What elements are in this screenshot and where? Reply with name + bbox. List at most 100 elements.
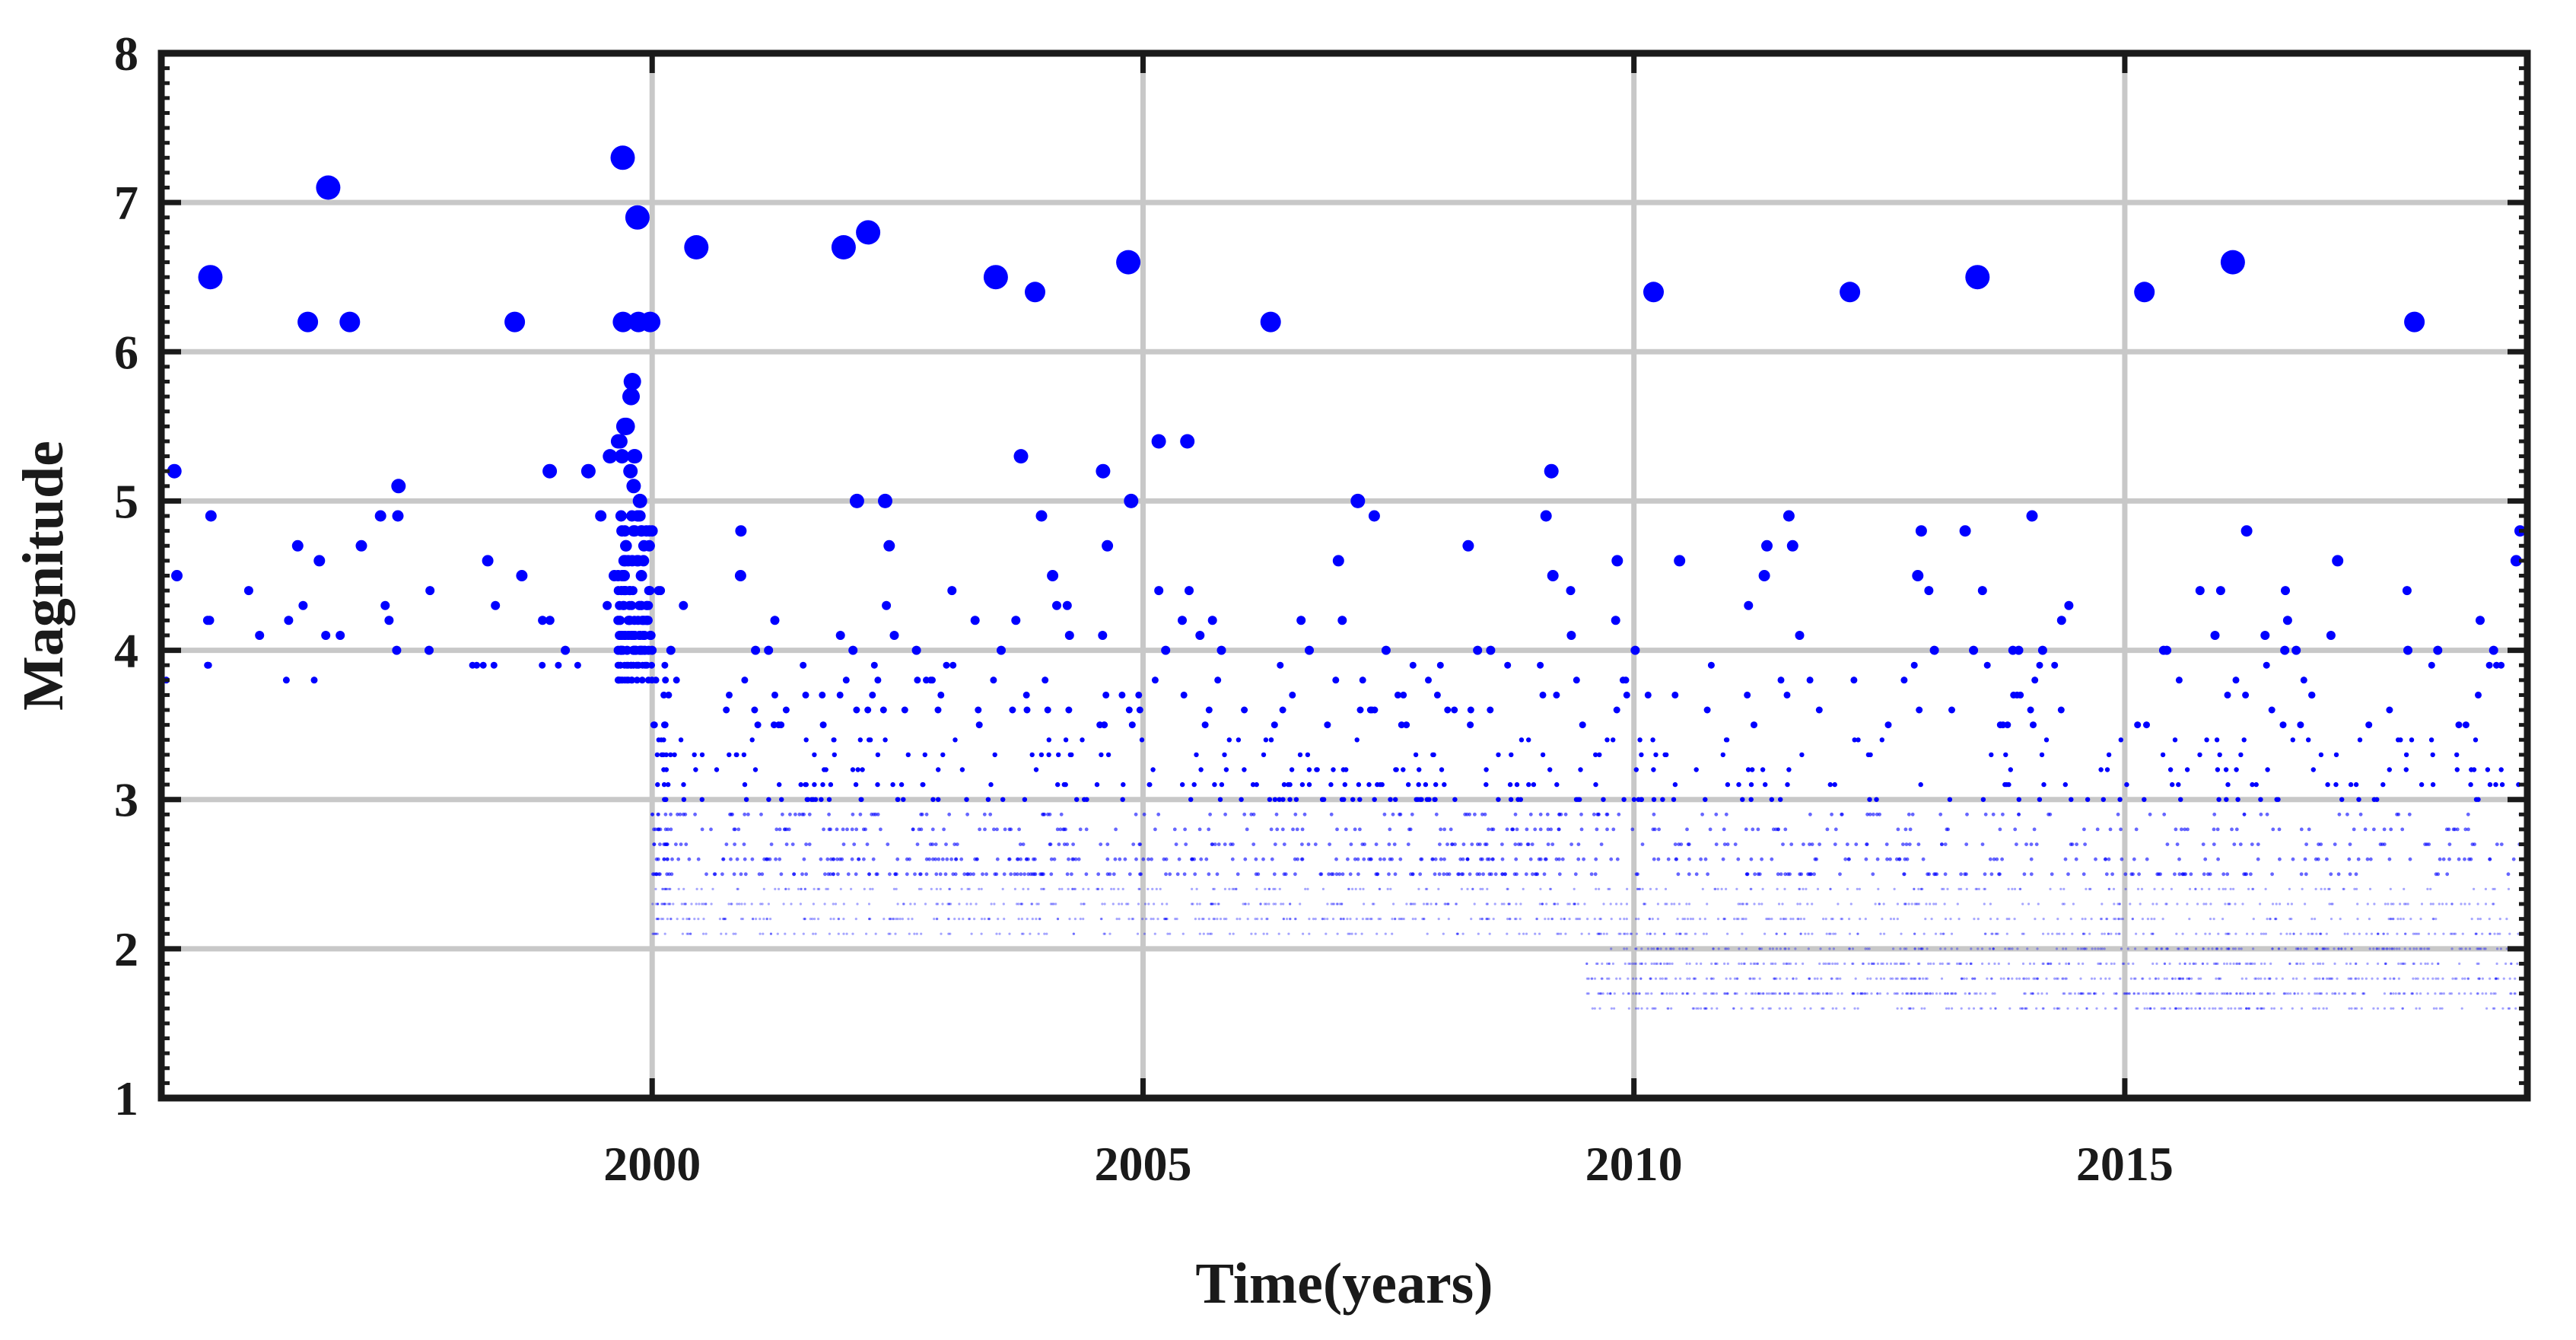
data-point [1480, 918, 1484, 921]
data-point [813, 887, 816, 890]
data-point [2121, 918, 2124, 921]
data-point [2007, 887, 2010, 890]
data-point [1099, 842, 1103, 846]
data-point [2250, 842, 2254, 846]
data-point [2196, 902, 2199, 906]
data-point [1635, 918, 1638, 921]
data-point [803, 737, 809, 743]
data-point [1932, 902, 1935, 906]
data-point [612, 311, 634, 333]
data-point [2225, 932, 2228, 935]
data-point [2118, 737, 2123, 743]
data-point [1493, 872, 1498, 877]
data-point [2119, 827, 2123, 832]
data-point [1467, 721, 1474, 729]
data-point [2178, 962, 2181, 966]
data-point [960, 887, 963, 890]
data-point [1738, 962, 1741, 966]
data-point [1483, 812, 1487, 816]
data-point [1346, 918, 1349, 921]
data-point [610, 145, 635, 170]
data-point [2282, 616, 2292, 625]
data-point [1662, 932, 1665, 935]
data-point [819, 721, 827, 729]
data-point [2186, 947, 2190, 950]
data-point [1759, 992, 1762, 995]
data-point [2466, 827, 2470, 832]
data-point [623, 463, 638, 479]
data-point [1150, 767, 1156, 772]
data-point [905, 872, 909, 877]
data-point [1102, 932, 1105, 935]
data-point [620, 540, 632, 552]
data-point [2264, 932, 2267, 935]
data-point [663, 902, 666, 906]
data-point [2151, 992, 2154, 995]
data-point [1652, 812, 1656, 816]
data-point [1313, 842, 1318, 846]
data-point [1627, 992, 1630, 995]
data-point [2004, 947, 2007, 950]
data-point [1634, 872, 1639, 877]
data-point [2476, 992, 2479, 995]
y-tick-label: 3 [114, 773, 138, 827]
data-point [992, 827, 996, 832]
data-point [1485, 902, 1488, 906]
data-point [1096, 887, 1099, 890]
data-point [1460, 872, 1464, 877]
data-point [1973, 992, 1977, 995]
data-point [1649, 932, 1652, 935]
data-point [1287, 932, 1290, 935]
data-point [804, 842, 808, 846]
data-point [626, 479, 641, 494]
data-point [2200, 887, 2203, 890]
data-point [726, 691, 733, 699]
data-point [2322, 962, 2325, 966]
data-point [1393, 767, 1398, 772]
data-point [1043, 932, 1046, 935]
data-point [2417, 932, 2420, 935]
data-point [1629, 962, 1632, 966]
data-point [2077, 962, 2080, 966]
data-point [1549, 887, 1553, 890]
data-point [1768, 918, 1771, 921]
data-point [1166, 918, 1169, 921]
data-point [2238, 752, 2244, 758]
data-point [1833, 827, 1838, 832]
data-point [1102, 691, 1110, 699]
data-point [2317, 992, 2321, 995]
data-point [1776, 827, 1780, 832]
data-point [738, 902, 741, 906]
data-point [660, 918, 663, 921]
data-point [1191, 902, 1194, 906]
data-point [2514, 977, 2517, 980]
data-point [1503, 902, 1506, 906]
data-point [1819, 947, 1822, 950]
data-point [1177, 857, 1181, 861]
data-point [1646, 1007, 1649, 1010]
data-point [1753, 872, 1757, 877]
data-point [1716, 887, 1719, 890]
data-point [1999, 721, 2007, 729]
data-point [1403, 721, 1410, 729]
data-point [1946, 887, 1949, 890]
data-point [1920, 947, 1923, 950]
data-point [947, 812, 952, 816]
data-point [1587, 992, 1590, 995]
data-point [1304, 887, 1307, 890]
data-point [1243, 857, 1248, 861]
data-point [1860, 992, 1863, 995]
data-point [817, 918, 820, 921]
data-point [1032, 857, 1035, 861]
data-point [1434, 812, 1439, 816]
data-point [2336, 872, 2341, 877]
data-point [1726, 932, 1729, 935]
data-point [1783, 932, 1786, 935]
data-point [1983, 932, 1986, 935]
data-point [1496, 752, 1501, 758]
data-point [1837, 977, 1840, 980]
data-point [1377, 918, 1380, 921]
data-point [2161, 947, 2164, 950]
data-point [1433, 857, 1438, 861]
data-point [664, 902, 667, 906]
